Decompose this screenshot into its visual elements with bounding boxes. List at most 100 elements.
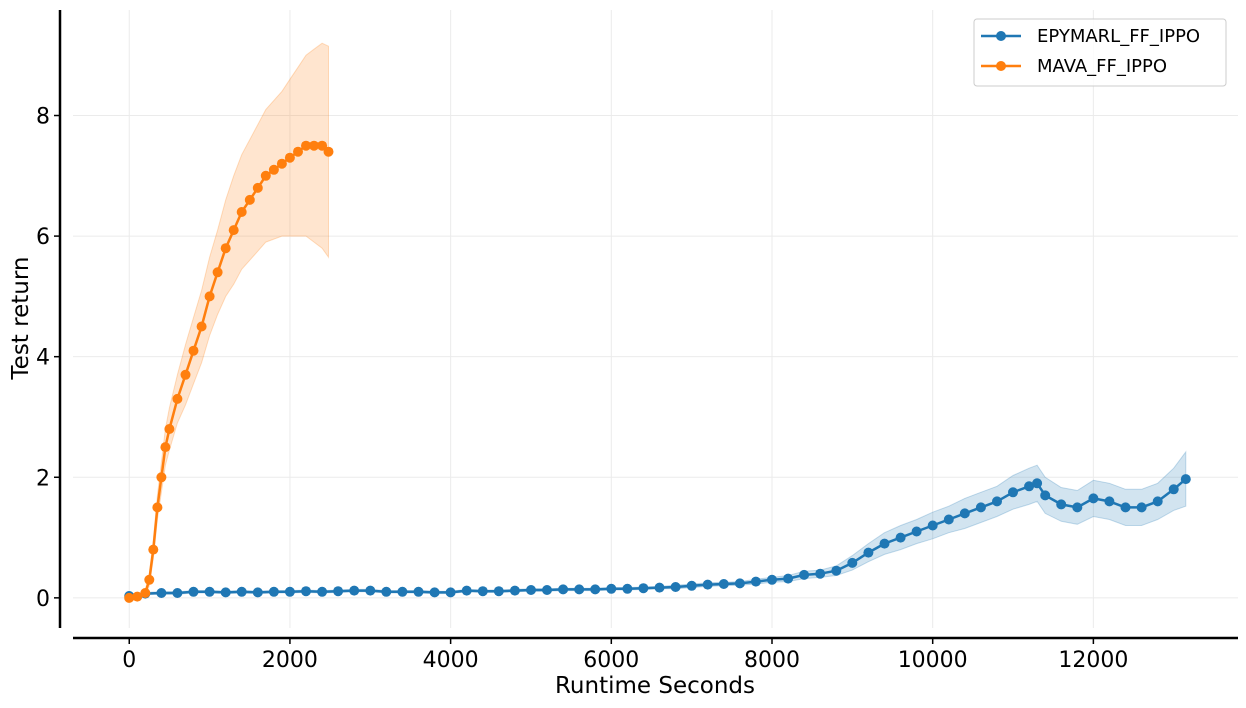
series-point-0 [638, 583, 649, 594]
series-point-0 [718, 579, 729, 589]
series-point-1 [164, 424, 175, 434]
y-tick-label: 0 [36, 587, 50, 612]
series-point-0 [1032, 478, 1043, 489]
y-tick-label: 6 [36, 225, 50, 250]
series-point-0 [1136, 502, 1147, 513]
y-tick-label: 4 [36, 346, 50, 371]
series-point-1 [268, 164, 279, 175]
series-point-0 [413, 586, 424, 597]
series-point-0 [1088, 493, 1099, 504]
series-point-0 [895, 532, 906, 543]
series-point-0 [911, 526, 922, 537]
series-point-0 [847, 557, 858, 568]
series-point-1 [284, 152, 295, 163]
series-point-0 [493, 586, 504, 597]
series-band-1 [129, 42, 329, 599]
x-tick-label: 6000 [583, 648, 639, 673]
series-point-1 [301, 140, 311, 151]
series-point-0 [301, 586, 311, 597]
series-point-0 [1168, 484, 1179, 495]
y-tick-label: 8 [36, 105, 50, 130]
series-point-0 [1120, 502, 1131, 513]
series-point-1 [152, 502, 163, 513]
series-point-1 [220, 243, 231, 254]
series-band-0 [128, 450, 1187, 598]
series-point-0 [574, 584, 585, 595]
series-point-1 [124, 592, 135, 603]
series-point-1 [236, 207, 247, 217]
series-point-0 [606, 583, 617, 594]
series-point-0 [992, 496, 1002, 507]
series-point-1 [156, 472, 167, 483]
series-point-1 [132, 591, 143, 602]
series-point-0 [1056, 499, 1067, 510]
series-point-0 [654, 582, 665, 593]
series-point-1 [148, 544, 159, 555]
series-point-1 [172, 393, 183, 404]
series-point-1 [160, 442, 171, 453]
y-axis-title: Test return [8, 257, 34, 381]
series-point-0 [317, 586, 328, 597]
series-point-0 [526, 585, 536, 595]
series-point-0 [252, 587, 263, 598]
series-point-0 [1152, 496, 1163, 507]
series-point-0 [509, 585, 520, 596]
series-point-1 [212, 267, 223, 278]
series-point-0 [268, 586, 279, 597]
series-point-0 [558, 584, 569, 595]
series-point-1 [276, 158, 287, 169]
series-point-1 [204, 291, 215, 302]
series-point-0 [188, 586, 199, 597]
legend-label-mava: MAVA_FF_IPPO [1037, 56, 1167, 77]
x-tick-label: 8000 [744, 648, 800, 673]
series-point-0 [397, 586, 408, 597]
series-point-1 [252, 182, 263, 193]
x-tick-label: 0 [122, 648, 136, 673]
series-point-0 [1180, 474, 1191, 485]
series-point-1 [188, 345, 199, 356]
x-tick-label: 10000 [898, 648, 968, 673]
series-point-0 [1008, 487, 1018, 498]
series-point-0 [879, 538, 890, 549]
series-point-1 [244, 194, 255, 205]
x-tick-label: 2000 [262, 648, 318, 673]
series-point-0 [686, 580, 697, 591]
series-point-0 [349, 585, 360, 596]
series-point-0 [220, 587, 231, 598]
series-point-0 [975, 502, 986, 513]
series-point-0 [767, 574, 777, 585]
series-point-0 [156, 588, 167, 598]
x-tick-label: 4000 [423, 648, 479, 673]
series-point-0 [1072, 502, 1083, 513]
y-ticks: 0 2 4 6 8 [36, 105, 60, 612]
series-point-1 [140, 588, 151, 598]
series-points [124, 140, 1191, 603]
series-point-0 [622, 583, 633, 594]
series-point-1 [196, 321, 207, 332]
legend-frame [973, 18, 1227, 87]
series-point-0 [445, 587, 456, 598]
confidence-bands [128, 42, 1187, 599]
series-point-0 [429, 587, 440, 598]
legend-label-epymarl: EPYMARL_FF_IPPO [1037, 26, 1200, 47]
series-point-0 [1024, 481, 1035, 492]
series-point-0 [284, 586, 295, 597]
series-point-0 [815, 568, 826, 579]
series-point-0 [365, 585, 376, 596]
legend-marker-mava [996, 61, 1006, 71]
series-point-1 [180, 369, 191, 380]
series-point-1 [317, 140, 328, 151]
series-point-0 [783, 573, 794, 584]
series-point-0 [927, 520, 938, 531]
series-point-0 [750, 576, 761, 587]
series-point-1 [323, 146, 334, 157]
series-point-0 [333, 586, 344, 597]
series-point-0 [477, 586, 488, 597]
series-point-0 [204, 586, 215, 597]
series-point-0 [959, 508, 970, 519]
x-tick-label: 12000 [1058, 648, 1128, 673]
y-tick-label: 2 [36, 466, 50, 491]
series-point-0 [542, 585, 552, 595]
series-point-0 [943, 514, 954, 525]
